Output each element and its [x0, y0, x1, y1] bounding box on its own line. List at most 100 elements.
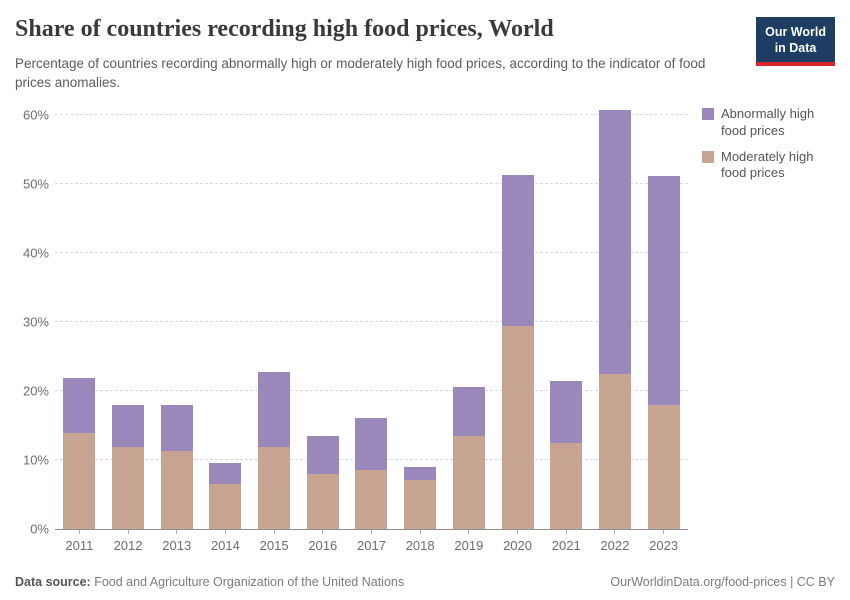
- x-axis-tick: [493, 529, 542, 535]
- x-axis-label: 2016: [308, 537, 338, 553]
- bar-segment[interactable]: [63, 432, 96, 529]
- bar-segment[interactable]: [355, 418, 388, 471]
- bar-column: [396, 105, 445, 529]
- gridline: [55, 389, 688, 391]
- bar-segment[interactable]: [452, 387, 485, 437]
- tick-mark: [614, 529, 616, 534]
- x-axis-tick: [396, 529, 445, 535]
- bar-column: [493, 105, 542, 529]
- bar-segment[interactable]: [404, 480, 437, 529]
- legend: Abnormally high food prices Moderately hi…: [688, 105, 835, 553]
- x-axis-tick: [445, 529, 494, 535]
- bar-segment[interactable]: [160, 450, 193, 529]
- chart-body: 0% 10% 20% 30% 40% 50% 60% 2011 2012 2013 2014 201…: [15, 105, 835, 553]
- bar-segment[interactable]: [598, 109, 631, 375]
- bar-column: [298, 105, 347, 529]
- bar-segment[interactable]: [306, 436, 339, 474]
- bar-segment[interactable]: [501, 175, 534, 327]
- y-axis-tick-label: 10%: [22, 452, 49, 468]
- bar-segment[interactable]: [647, 175, 680, 405]
- bar-column: [445, 105, 494, 529]
- data-source-label: Data source:: [15, 575, 91, 589]
- owid-logo-line2: in Data: [774, 41, 817, 56]
- tick-mark: [517, 529, 519, 534]
- x-axis-tick: [104, 529, 153, 535]
- x-axis-ticks: [55, 529, 688, 535]
- chart-subtitle: Percentage of countries recording abnorm…: [15, 55, 706, 91]
- license-credit[interactable]: OurWorldinData.org/food-prices | CC BY: [610, 575, 835, 589]
- y-axis: 0% 10% 20% 30% 40% 50% 60%: [15, 105, 55, 537]
- gridline: [55, 183, 688, 185]
- bar-column: [542, 105, 591, 529]
- bar-column: [639, 105, 688, 529]
- plot-area: [55, 105, 688, 530]
- bar-segment[interactable]: [452, 436, 485, 529]
- x-axis-label: 2018: [405, 537, 435, 553]
- tick-mark: [273, 529, 275, 534]
- bar-segment[interactable]: [112, 446, 145, 529]
- bar-segment[interactable]: [598, 374, 631, 529]
- bar-segment[interactable]: [63, 378, 96, 433]
- x-axis-label: 2017: [357, 537, 386, 553]
- bar-segment[interactable]: [404, 466, 437, 481]
- data-source-text: Food and Agriculture Organization of the…: [90, 575, 405, 589]
- tick-mark: [419, 529, 421, 534]
- x-axis-tick: [152, 529, 201, 535]
- x-axis-tick: [591, 529, 640, 535]
- x-axis-label: 2023: [649, 537, 679, 553]
- x-axis-tick: [55, 529, 104, 535]
- bar-column: [152, 105, 201, 529]
- y-axis-tick-label: 40%: [22, 245, 49, 261]
- bar-segment[interactable]: [258, 371, 291, 447]
- y-axis-tick-label: 30%: [22, 314, 49, 330]
- x-axis-tick: [347, 529, 396, 535]
- tick-mark: [468, 529, 470, 534]
- bar-segment[interactable]: [550, 380, 583, 443]
- bar-column: [591, 105, 640, 529]
- legend-item[interactable]: Abnormally high food prices: [702, 106, 835, 140]
- gridline: [55, 251, 688, 253]
- plot-wrap: 2011 2012 2013 2014 2015 2016 2017 2018 2019 2020…: [55, 105, 688, 553]
- x-axis-label: 2011: [65, 537, 94, 553]
- x-axis-label: 2021: [551, 537, 581, 553]
- bar-segment[interactable]: [501, 326, 534, 529]
- y-axis-tick-label: 50%: [22, 176, 49, 192]
- title-block: Share of countries recording high food p…: [15, 15, 756, 93]
- x-axis-label: 2013: [162, 537, 192, 553]
- y-axis-tick-label: 20%: [22, 383, 49, 399]
- chart-header: Share of countries recording high food p…: [15, 15, 835, 93]
- x-axis-tick: [542, 529, 591, 535]
- x-axis-label: 2022: [600, 537, 630, 553]
- x-axis-tick: [639, 529, 688, 535]
- bar-segment[interactable]: [209, 483, 242, 529]
- data-source: Data source: Food and Agriculture Organi…: [15, 575, 404, 589]
- bar-segment[interactable]: [550, 442, 583, 529]
- x-axis-tick: [250, 529, 299, 535]
- gridline: [55, 114, 688, 116]
- bar-column: [104, 105, 153, 529]
- bar-segment[interactable]: [306, 473, 339, 529]
- bar-segment[interactable]: [647, 404, 680, 529]
- bar-segment[interactable]: [258, 446, 291, 529]
- tick-mark: [78, 529, 80, 534]
- legend-label: Abnormally high food prices: [721, 105, 815, 138]
- x-axis-tick: [298, 529, 347, 535]
- tick-mark: [565, 529, 567, 534]
- page-title: Share of countries recording high food p…: [15, 16, 554, 42]
- x-axis-label: 2015: [259, 537, 289, 553]
- x-axis-label: 2020: [503, 537, 532, 553]
- bar-segment[interactable]: [112, 405, 145, 447]
- tick-mark: [370, 529, 372, 534]
- legend-item[interactable]: Moderately high food prices: [702, 149, 835, 183]
- bar-segment[interactable]: [209, 463, 242, 484]
- tick-mark: [127, 529, 129, 534]
- bar-segment[interactable]: [355, 470, 388, 529]
- gridline: [55, 320, 688, 322]
- tick-mark: [224, 529, 226, 534]
- chart-footer: Data source: Food and Agriculture Organi…: [15, 575, 835, 589]
- legend-swatch: [702, 150, 714, 163]
- owid-logo-line1: Our World: [765, 25, 826, 39]
- bar-segment[interactable]: [160, 405, 193, 451]
- legend-swatch: [702, 107, 714, 120]
